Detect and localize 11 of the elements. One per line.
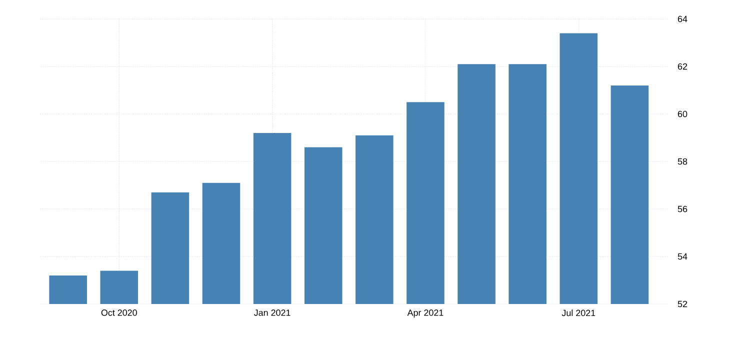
y-tick-label: 56 — [678, 206, 688, 212]
y-tick-label: 54 — [678, 253, 688, 260]
y-tick-label: 60 — [678, 110, 688, 118]
x-tick-label: Jan 2021 — [254, 310, 290, 316]
y-tick-label: 58 — [678, 158, 688, 165]
x-tick-label: Apr 2021 — [407, 310, 444, 318]
y-tick-label: 52 — [678, 300, 688, 308]
x-tick-label: Oct 2020 — [101, 310, 137, 316]
y-tick-label: 64 — [678, 16, 688, 22]
y-tick-label: 62 — [678, 63, 688, 70]
x-tick-label: Jul 2021 — [562, 310, 596, 316]
